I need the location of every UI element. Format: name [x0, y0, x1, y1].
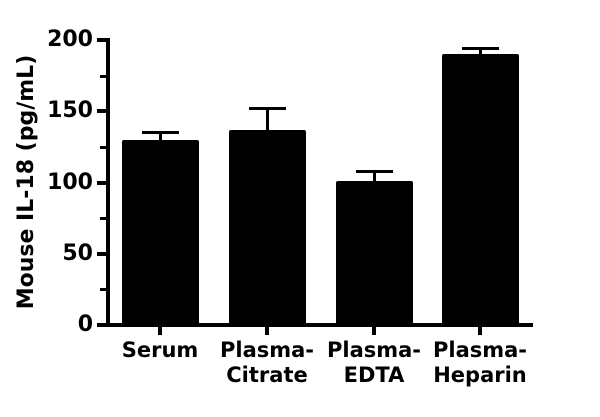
y-tick-label: 200: [47, 27, 93, 52]
y-minor-tick: [100, 217, 106, 221]
error-bar-stem: [158, 132, 162, 140]
y-major-tick: [97, 109, 106, 114]
error-bar-cap: [355, 169, 393, 173]
x-category-label-line: Serum: [121, 338, 199, 362]
error-bar-cap: [248, 106, 286, 110]
y-major-tick: [97, 251, 106, 256]
bar-plasma-edta: [335, 181, 413, 325]
x-tick: [372, 327, 376, 335]
y-minor-tick: [100, 145, 106, 149]
bar-serum: [121, 139, 199, 325]
y-tick-label: 150: [47, 98, 93, 124]
x-tick: [265, 327, 269, 335]
x-category-label: Plasma- EDTA: [309, 338, 439, 388]
error-bar-stem: [372, 171, 376, 182]
x-category-label: Plasma- Heparin: [415, 338, 545, 388]
y-major-tick: [97, 38, 106, 42]
y-minor-tick: [100, 288, 106, 292]
error-bar-cap: [141, 131, 179, 135]
x-category-label: Serum: [95, 338, 225, 363]
x-category-label-line: Citrate: [226, 363, 308, 387]
x-category-label-line: Plasma-: [326, 338, 422, 362]
x-category-label-line: EDTA: [343, 363, 405, 387]
x-tick: [158, 327, 162, 335]
y-axis-line: [106, 38, 110, 327]
x-category-label: Plasma- Citrate: [202, 338, 332, 388]
error-bar-stem: [265, 108, 269, 130]
bar-plasma-heparin: [441, 54, 519, 325]
x-category-label-line: Plasma-: [219, 338, 315, 362]
error-bar-cap: [461, 47, 499, 51]
y-major-tick: [97, 180, 106, 185]
error-bar-stem: [478, 48, 482, 55]
bar-plasma-citrate: [228, 129, 306, 325]
y-minor-tick: [100, 74, 106, 78]
y-tick-label: 100: [47, 169, 93, 195]
y-major-tick: [97, 323, 106, 327]
y-tick-label: 50: [62, 240, 93, 266]
x-axis-line: [106, 323, 533, 327]
y-tick-label: 0: [77, 312, 93, 337]
x-category-label-line: Heparin: [433, 363, 527, 387]
x-category-label-line: Plasma-: [432, 338, 528, 362]
x-tick: [478, 327, 482, 335]
